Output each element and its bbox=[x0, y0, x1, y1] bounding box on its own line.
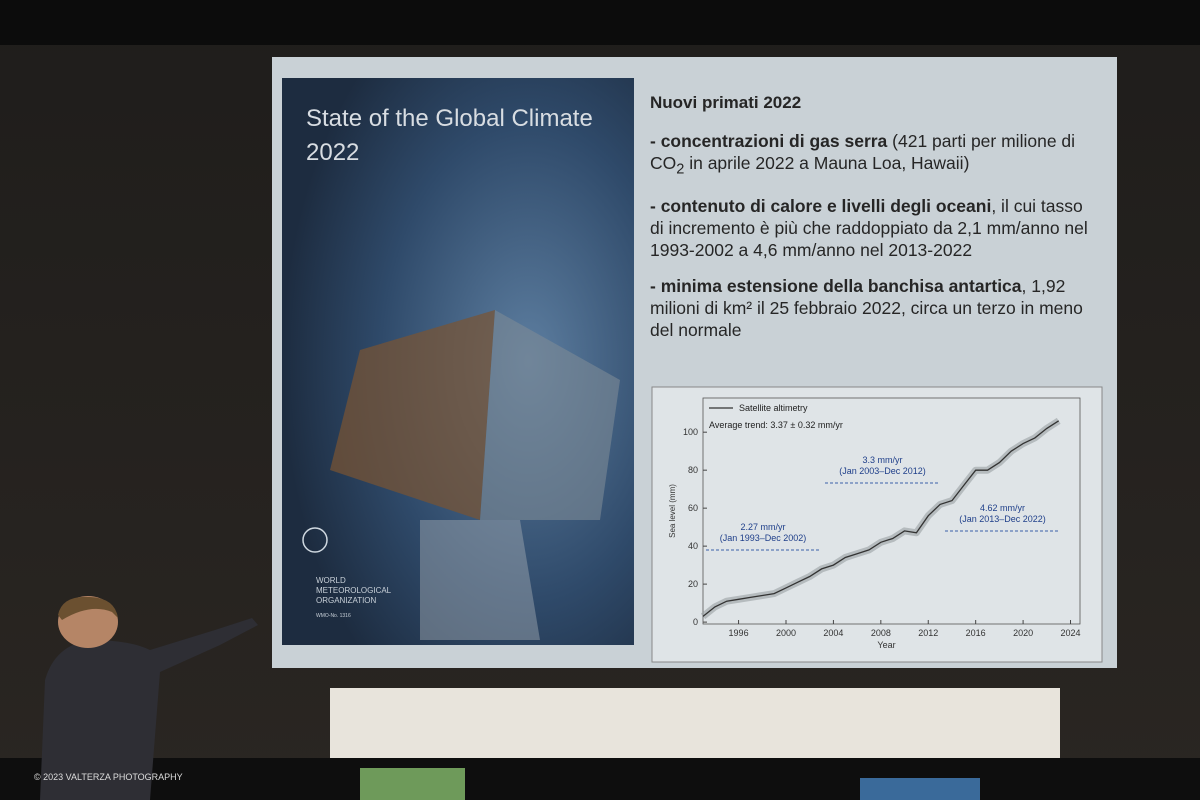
cover-photo bbox=[330, 310, 495, 520]
wmo-logo bbox=[302, 527, 328, 553]
cover-title: State of the Global Climate bbox=[306, 105, 593, 132]
x-tick-label: 2012 bbox=[918, 628, 938, 638]
x-tick-label: 2024 bbox=[1061, 628, 1081, 638]
x-tick-label: 2000 bbox=[776, 628, 796, 638]
y-tick-label: 40 bbox=[688, 541, 698, 551]
speaker bbox=[40, 618, 258, 800]
annotation-rate: 2.27 mm/yr bbox=[740, 522, 785, 532]
x-tick-label: 1996 bbox=[729, 628, 749, 638]
annotation-period: (Jan 2013–Dec 2022) bbox=[959, 514, 1046, 524]
photo-credit: © 2023 VALTERZA PHOTOGRAPHY bbox=[34, 772, 183, 782]
annotation-period: (Jan 1993–Dec 2002) bbox=[720, 533, 807, 543]
y-tick-label: 20 bbox=[688, 579, 698, 589]
legend-label: Satellite altimetry bbox=[739, 403, 808, 413]
ceiling bbox=[0, 0, 1200, 45]
trend-label: Average trend: 3.37 ± 0.32 mm/yr bbox=[709, 420, 843, 430]
org-code: WMO-No. 1316 bbox=[316, 613, 351, 619]
y-tick-label: 100 bbox=[683, 427, 698, 437]
bullet-text: in aprile 2022 a Mauna Loa, Hawaii) bbox=[684, 153, 970, 173]
cover-photo bbox=[480, 310, 620, 520]
bullet: - minima estensione della banchisa antar… bbox=[650, 275, 1095, 341]
prop bbox=[360, 768, 465, 800]
cover-photo bbox=[420, 520, 540, 640]
slide-heading: Nuovi primati 2022 bbox=[650, 93, 802, 112]
y-axis-label: Sea level (mm) bbox=[668, 484, 677, 538]
y-tick-label: 0 bbox=[693, 617, 698, 627]
subscript: 2 bbox=[676, 161, 685, 178]
chart: 0 20 40 60 80 100 1996 2000 2004 2008 2012 2016 2020… bbox=[668, 397, 1081, 650]
line bbox=[702, 420, 1060, 617]
y-tick-label: 80 bbox=[688, 465, 698, 475]
cover-year: 2022 bbox=[306, 139, 359, 166]
bullet-text: (421 parti per milione di CO bbox=[650, 131, 1076, 173]
bullet-bold: - concentrazioni di gas serra bbox=[650, 131, 888, 151]
x-axis-label: Year bbox=[877, 640, 895, 650]
annotation-period: (Jan 2003–Dec 2012) bbox=[839, 466, 926, 476]
plot-area bbox=[702, 397, 1081, 625]
x-tick-label: 2004 bbox=[823, 628, 843, 638]
annotation-rate: 3.3 mm/yr bbox=[862, 455, 902, 465]
bullet-text: , il cui tasso di incremento è più che r… bbox=[650, 195, 1088, 260]
x-tick-label: 2008 bbox=[871, 628, 891, 638]
org-name: ORGANIZATION bbox=[316, 596, 377, 605]
slide-text: Nuovi primati 2022 - concentrazioni di g… bbox=[650, 92, 1095, 355]
org-name: METEOROLOGICAL bbox=[316, 586, 392, 595]
bullet-bold: - contenuto di calore e livelli degli oc… bbox=[650, 195, 992, 216]
bullet: - contenuto di calore e livelli degli oc… bbox=[650, 195, 1095, 261]
bullet: - concentrazioni di gas serra (421 parti… bbox=[650, 130, 1095, 181]
stage bbox=[0, 758, 1200, 800]
prop bbox=[860, 778, 980, 800]
x-tick-label: 2020 bbox=[1013, 628, 1033, 638]
bullet-bold: - minima estensione della banchisa antar… bbox=[650, 275, 1022, 296]
speaker-hair bbox=[58, 596, 118, 620]
chart-frame bbox=[651, 386, 1103, 663]
y-tick-label: 60 bbox=[688, 503, 698, 513]
x-tick-label: 2016 bbox=[966, 628, 986, 638]
stage-banner bbox=[330, 688, 1060, 758]
org-name: WORLD bbox=[316, 576, 346, 585]
annotation-rate: 4.62 mm/yr bbox=[980, 503, 1025, 513]
bullet-text: , 1,92 milioni di km² il 25 febbraio 202… bbox=[650, 275, 1083, 340]
